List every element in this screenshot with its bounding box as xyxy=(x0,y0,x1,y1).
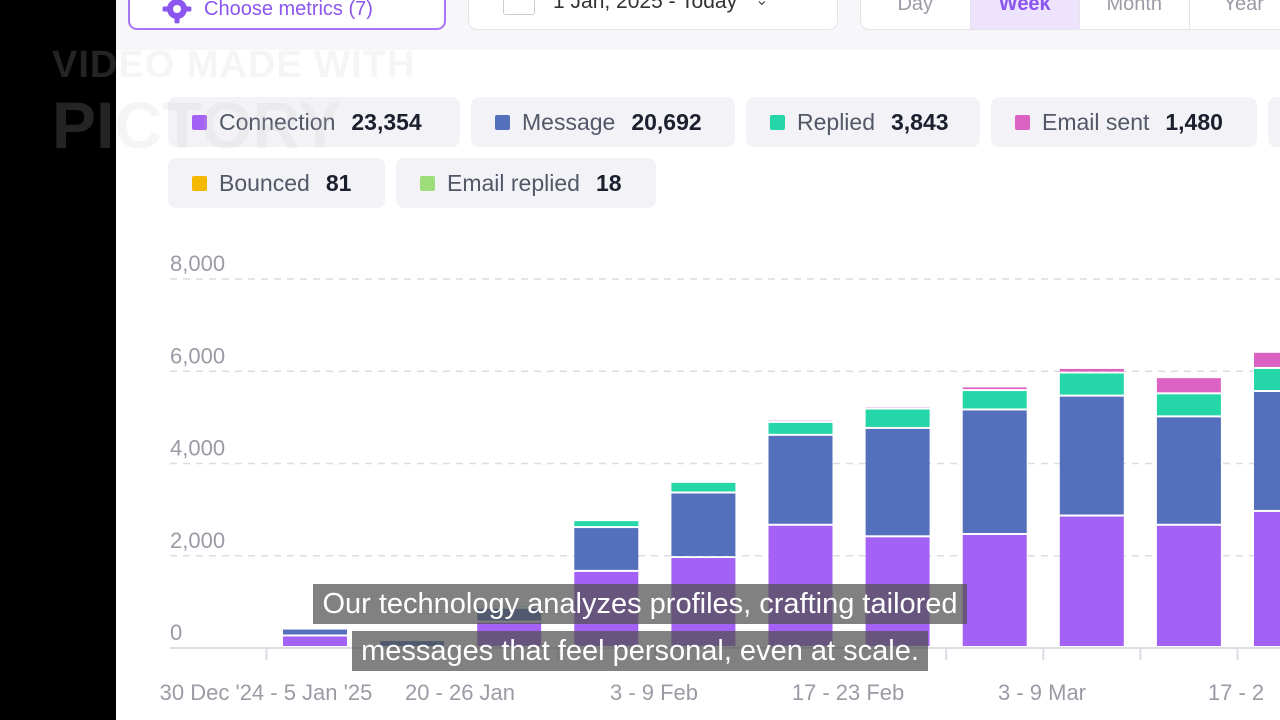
bar-segment-connection xyxy=(1059,516,1124,646)
range-tabs: Day Week Month Year xyxy=(860,0,1280,30)
bar-segment-message xyxy=(380,641,445,646)
bar-segment-email-sent xyxy=(1156,378,1221,393)
bar-segment-message xyxy=(574,528,639,570)
y-tick-label: 0 xyxy=(170,620,182,645)
bar-segment-replied xyxy=(1156,394,1221,416)
metric-chip-more[interactable] xyxy=(1268,97,1280,147)
metric-value: 18 xyxy=(595,169,622,196)
gear-icon xyxy=(162,0,192,24)
bar-segment-connection xyxy=(574,571,639,646)
metric-chip-email-sent[interactable]: Email sent 1,480 xyxy=(991,97,1257,147)
y-tick-label: 8,000 xyxy=(170,251,225,276)
metric-value: 3,843 xyxy=(891,108,949,135)
date-range-label: 1 Jan, 2025 - Today xyxy=(553,0,738,13)
tab-year[interactable]: Year xyxy=(1190,0,1280,29)
bar-segment-message xyxy=(962,410,1027,533)
bar-segment-message xyxy=(865,428,930,536)
bar-segment-connection xyxy=(962,534,1027,646)
bar-segment-replied xyxy=(1059,373,1124,395)
metric-chip-connection[interactable]: Connection 23,354 xyxy=(168,97,460,147)
metric-value: 81 xyxy=(325,169,352,196)
bar-segment-message xyxy=(1254,392,1280,510)
bar-segment-connection xyxy=(768,525,833,646)
y-tick-label: 4,000 xyxy=(170,436,225,461)
bar-segment-message xyxy=(768,435,833,524)
date-range-picker[interactable]: 1 Jan, 2025 - Today ⌄ xyxy=(468,0,838,30)
bar-segment-connection xyxy=(283,636,347,646)
bar-segment-replied xyxy=(865,409,930,427)
metric-value: 20,692 xyxy=(631,108,702,135)
bar-segment-connection xyxy=(1254,511,1280,646)
bar-segment-email-sent xyxy=(1254,352,1280,367)
bar-segment-message xyxy=(1059,396,1124,515)
replied-swatch xyxy=(770,114,785,130)
bar-segment-message xyxy=(283,629,347,635)
bar-segment-replied xyxy=(962,391,1027,409)
bar-segment-connection xyxy=(1156,525,1221,646)
stacked-bar-chart: 0 2,000 4,000 6,000 8,000 30 Dec '24 - 5 Jan … xyxy=(160,251,1280,705)
bar-segment-replied xyxy=(1254,368,1280,391)
metric-name: Message xyxy=(522,108,616,135)
x-tick-label: 20 - 26 Jan xyxy=(405,680,515,705)
x-tick-label: 30 Dec '24 - 5 Jan '25 xyxy=(160,680,373,705)
y-tick-label: 6,000 xyxy=(170,343,225,368)
metric-chip-email-replied[interactable]: Email replied 18 xyxy=(396,158,656,208)
bounced-swatch xyxy=(192,175,207,191)
bar-segment-connection xyxy=(477,622,542,646)
metric-name: Email replied xyxy=(447,169,580,196)
metric-value: 23,354 xyxy=(351,108,422,135)
metric-chip-bounced[interactable]: Bounced 81 xyxy=(168,158,385,208)
bar-segment-replied xyxy=(574,521,639,527)
bar-segment-replied xyxy=(671,482,736,492)
analytics-panel: Choose metrics (7) 1 Jan, 2025 - Today ⌄… xyxy=(116,0,1280,720)
bar-segment-connection xyxy=(671,558,736,646)
tab-day[interactable]: Day xyxy=(861,0,971,29)
metric-name: Email sent xyxy=(1042,108,1150,135)
toolbar: Choose metrics (7) 1 Jan, 2025 - Today ⌄… xyxy=(116,0,1280,50)
metric-value: 1,480 xyxy=(1165,108,1223,135)
chevron-down-icon: ⌄ xyxy=(755,0,769,9)
metric-name: Bounced xyxy=(219,169,310,196)
x-tick-label: 3 - 9 Mar xyxy=(998,680,1086,705)
tab-week[interactable]: Week xyxy=(970,0,1080,29)
message-swatch xyxy=(495,114,510,130)
metric-name: Replied xyxy=(797,108,875,135)
tab-month[interactable]: Month xyxy=(1080,0,1190,29)
bar-segment-connection xyxy=(865,537,930,646)
x-tick-label: 3 - 9 Feb xyxy=(610,680,698,705)
metric-chip-message[interactable]: Message 20,692 xyxy=(471,97,735,147)
email-sent-swatch xyxy=(1015,114,1030,130)
y-tick-label: 2,000 xyxy=(170,528,225,553)
bar-segment-message xyxy=(1156,417,1221,524)
choose-metrics-button[interactable]: Choose metrics (7) xyxy=(128,0,446,30)
bar-segment-message xyxy=(477,608,542,621)
email-replied-swatch xyxy=(420,175,435,191)
bar-segment-message xyxy=(671,493,736,557)
bar-segment-replied xyxy=(768,422,833,434)
connection-swatch xyxy=(192,114,207,130)
bar-segment-email-sent xyxy=(962,387,1027,390)
metric-name: Connection xyxy=(219,108,336,135)
calendar-icon xyxy=(503,0,535,15)
bar-segment-email-sent xyxy=(1059,368,1124,372)
choose-metrics-label: Choose metrics (7) xyxy=(204,0,373,20)
x-tick-label: 17 - 2 xyxy=(1208,680,1264,705)
metric-chip-replied[interactable]: Replied 3,843 xyxy=(746,97,980,147)
x-tick-label: 17 - 23 Feb xyxy=(792,680,905,705)
